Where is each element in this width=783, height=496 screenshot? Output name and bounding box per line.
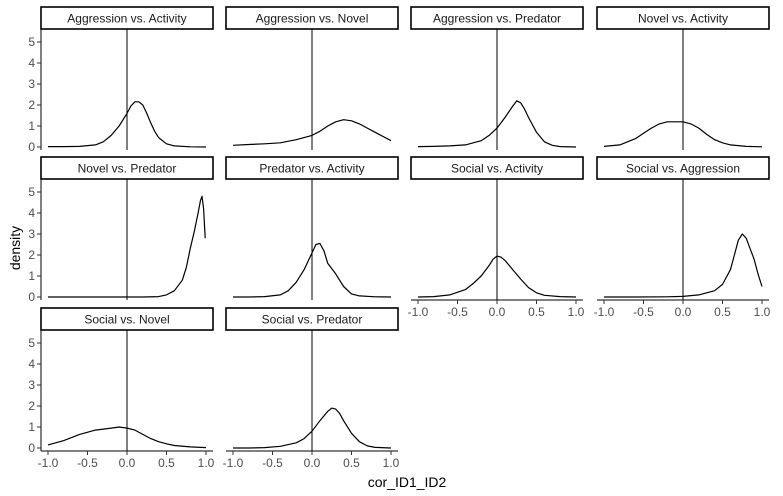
x-tick-label: 0.5 [528, 305, 545, 319]
facet-strip-label: Novel vs. Predator [78, 162, 177, 176]
facet-panel: Aggression vs. Predator [410, 6, 584, 150]
facet-strip-label: Social vs. Novel [84, 313, 169, 327]
x-tick-label: 1.0 [754, 305, 771, 319]
y-tick-label: 0 [28, 140, 35, 154]
facet-panel: Social vs. Aggression -1.0 -0.5 0.0 0.5 1.0 [594, 156, 771, 319]
facet-strip-label: Aggression vs. Activity [67, 12, 186, 26]
x-tick-label: 1.0 [568, 305, 585, 319]
facet-panel: Predator vs. Activity [225, 156, 399, 300]
facet-strip-label: Aggression vs. Novel [256, 12, 369, 26]
density-curve [232, 119, 392, 146]
y-tick-label: 3 [28, 378, 35, 392]
y-tick-label: 4 [28, 357, 35, 371]
x-tick-label: 1.0 [198, 456, 215, 470]
density-curve [48, 195, 206, 298]
density-curve [417, 255, 577, 298]
density-curve [233, 407, 392, 449]
x-tick-label: -1.0 [408, 305, 429, 319]
y-tick-label: 5 [28, 185, 35, 199]
y-tick-label: 0 [28, 441, 35, 455]
x-tick-label: -1.0 [38, 456, 59, 470]
x-axis-title: cor_ID1_ID2 [368, 474, 447, 490]
x-tick-label: 0.0 [304, 456, 321, 470]
x-tick-label: -1.0 [223, 456, 244, 470]
facet-panel: Novel vs. Activity [596, 6, 770, 150]
density-curve [417, 100, 577, 148]
facet-strip-label: Aggression vs. Predator [433, 12, 561, 26]
density-curve [603, 121, 763, 148]
facet-panel: Social vs. Predator -1.0 -0.5 0.0 0.5 1.0 [223, 307, 400, 470]
facet-strip-label: Social vs. Activity [451, 162, 543, 176]
facet-strip-label: Predator vs. Activity [259, 162, 364, 176]
y-tick-label: 2 [28, 98, 35, 112]
facet-strip-label: Novel vs. Activity [638, 12, 728, 26]
y-tick-label: 1 [28, 420, 35, 434]
density-curve [233, 242, 392, 298]
x-tick-label: -0.5 [262, 456, 283, 470]
x-tick-label: 0.5 [158, 456, 175, 470]
x-tick-label: -0.5 [77, 456, 98, 470]
facet-panel: Novel vs. Predator 0 1 2 3 4 5 [28, 156, 214, 304]
x-tick-label: 0.0 [119, 456, 136, 470]
facet-panel: Social vs. Novel 0 1 2 3 4 5 -1.0 -0.5 0.0 0.5 1.0 [28, 307, 215, 470]
x-tick-label: 1.0 [383, 456, 400, 470]
density-curve [47, 426, 207, 449]
y-tick-label: 1 [28, 119, 35, 133]
y-tick-label: 2 [28, 248, 35, 262]
x-tick-label: -1.0 [594, 305, 615, 319]
facet-strip-label: Social vs. Predator [262, 313, 363, 327]
facet-strip-label: Social vs. Aggression [626, 162, 740, 176]
y-tick-label: 5 [28, 336, 35, 350]
x-tick-label: 0.0 [489, 305, 506, 319]
y-tick-label: 5 [28, 35, 35, 49]
density-curve [48, 101, 207, 148]
facet-panel: Aggression vs. Activity 0 1 2 3 4 5 [28, 6, 214, 154]
y-tick-label: 3 [28, 77, 35, 91]
density-curve [604, 233, 763, 298]
y-tick-label: 4 [28, 206, 35, 220]
y-tick-label: 4 [28, 56, 35, 70]
x-tick-label: -0.5 [447, 305, 468, 319]
facet-panel: Social vs. Activity -1.0 -0.5 0.0 0.5 1.0 [408, 156, 585, 319]
y-tick-label: 1 [28, 269, 35, 283]
x-tick-label: 0.5 [714, 305, 731, 319]
x-tick-label: -0.5 [633, 305, 654, 319]
y-tick-label: 2 [28, 399, 35, 413]
y-tick-label: 3 [28, 227, 35, 241]
y-tick-label: 0 [28, 290, 35, 304]
x-tick-label: 0.0 [675, 305, 692, 319]
y-axis-title: density [7, 226, 23, 270]
x-tick-label: 0.5 [343, 456, 360, 470]
facet-panel: Aggression vs. Novel [225, 6, 399, 150]
